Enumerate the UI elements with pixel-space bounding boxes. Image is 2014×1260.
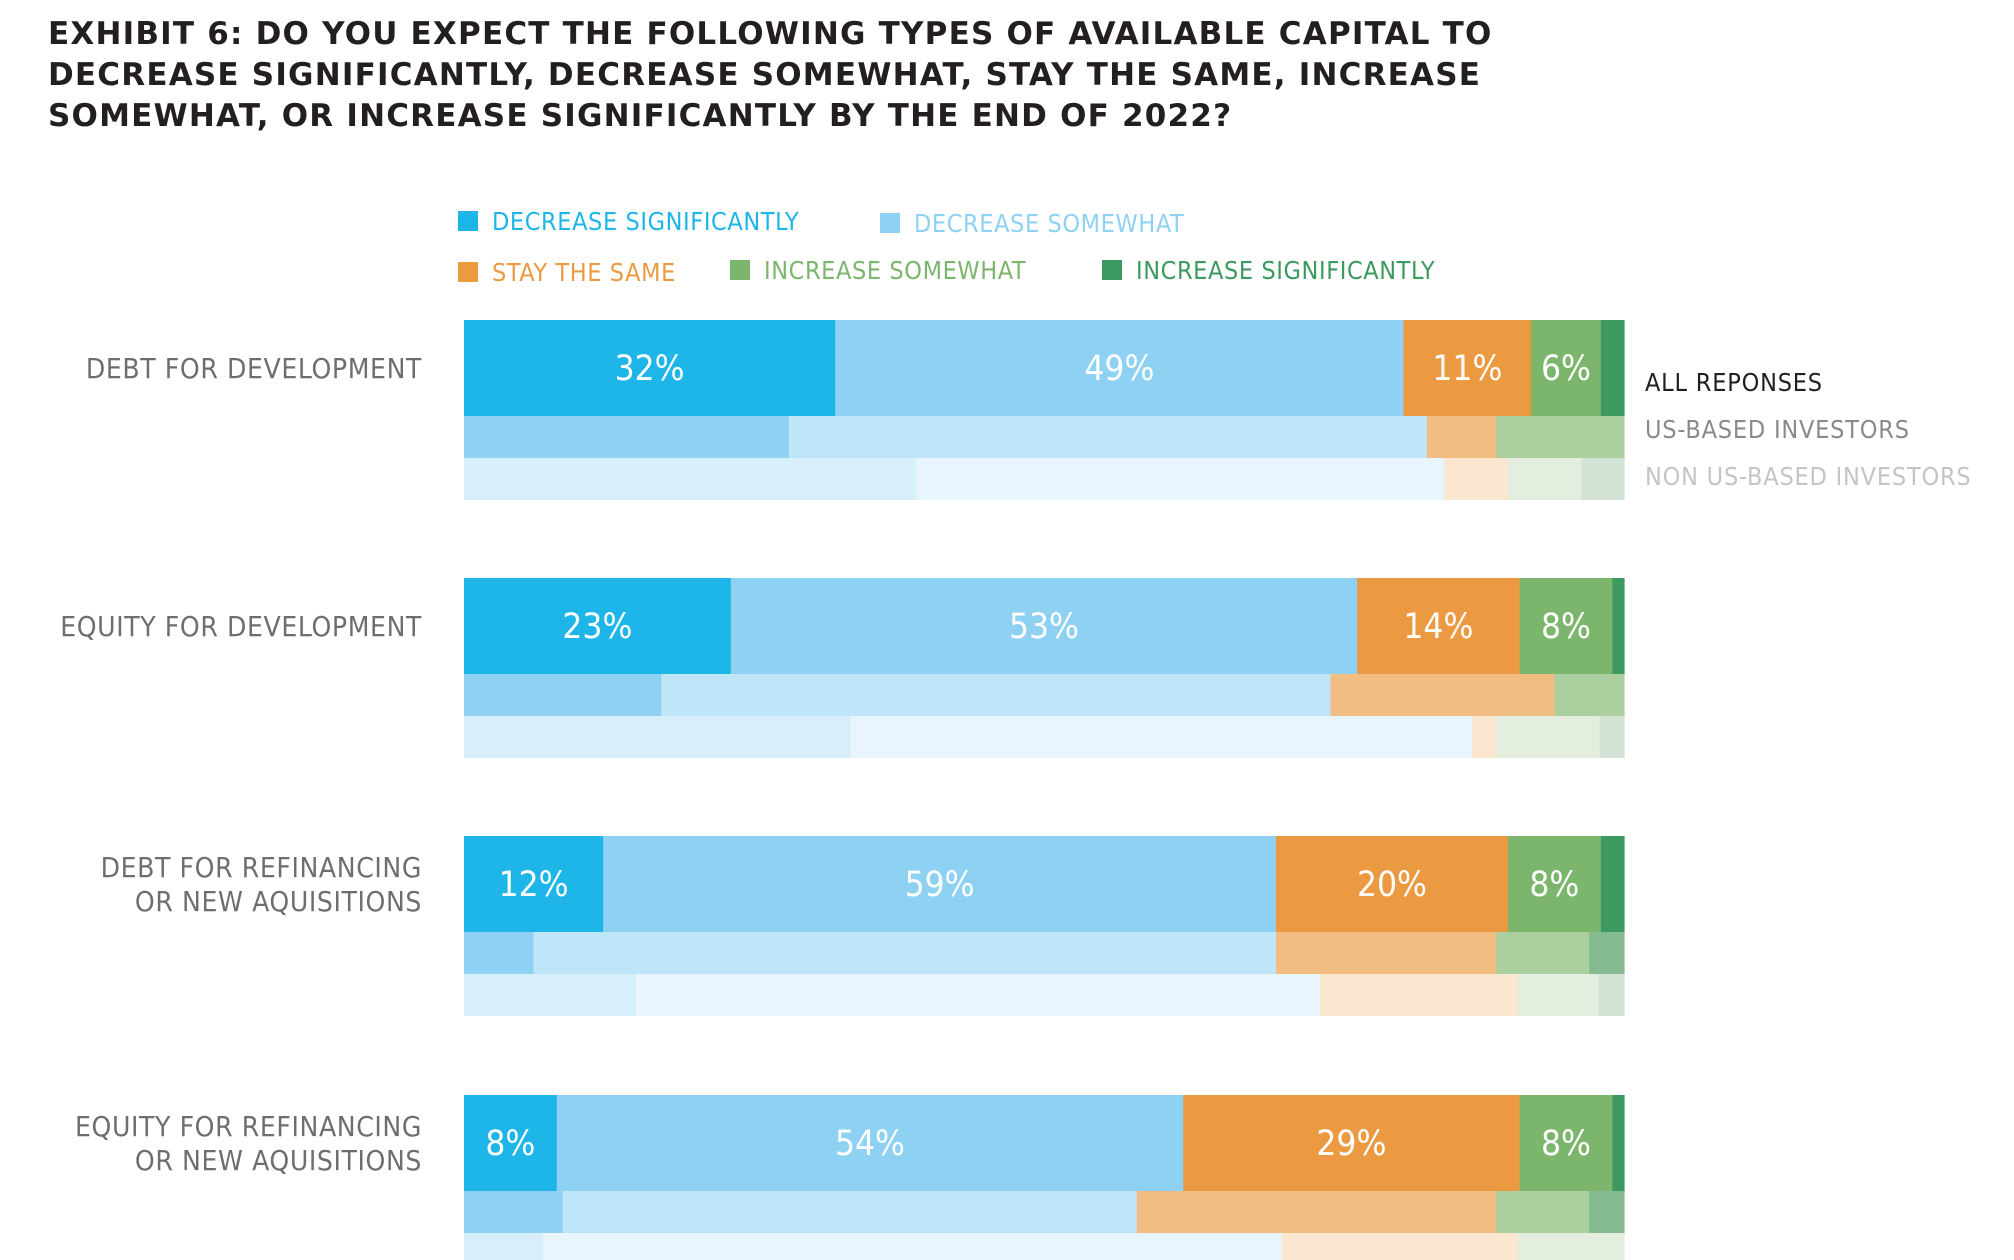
bar-segment-non-us — [1472, 716, 1497, 758]
data-label: 59% — [905, 865, 975, 905]
bar-segment-us — [464, 416, 790, 458]
data-label: 12% — [499, 865, 569, 905]
legend-swatch — [458, 262, 478, 282]
data-label: 8% — [1541, 1124, 1591, 1164]
data-label: 29% — [1316, 1124, 1386, 1164]
category-label: EQUITY FOR REFINANCING — [75, 1110, 422, 1143]
bar-segment-us — [1496, 1191, 1590, 1233]
data-label: 8% — [485, 1124, 535, 1164]
bar-segment-us — [1589, 1191, 1625, 1233]
bar-segment-non-us — [1517, 974, 1600, 1016]
category-label: DEBT FOR REFINANCING — [101, 851, 422, 884]
legend-label: DECREASE SOMEWHAT — [914, 209, 1184, 238]
data-label: 8% — [1541, 607, 1591, 647]
title-line: DECREASE SIGNIFICANTLY, DECREASE SOMEWHA… — [48, 57, 1482, 93]
bar-segment-non-us — [850, 716, 1473, 758]
bar-segment-all — [1508, 836, 1602, 932]
title-line: SOMEWHAT, OR INCREASE SIGNIFICANTLY BY T… — [48, 98, 1233, 134]
bar-segment-all — [464, 578, 732, 674]
category-label: OR NEW AQUISITIONS — [135, 885, 422, 918]
bar-segment-us — [1136, 1191, 1497, 1233]
bar-segment-all — [1612, 1095, 1625, 1191]
bar-segment-non-us — [635, 974, 1321, 1016]
data-label: 53% — [1009, 607, 1079, 647]
bar-segment-all — [556, 1095, 1184, 1191]
legend-label: INCREASE SIGNIFICANTLY — [1136, 256, 1435, 285]
chart-title: EXHIBIT 6: DO YOU EXPECT THE FOLLOWING T… — [48, 14, 1608, 137]
bar-segment-all — [464, 836, 604, 932]
bar-segment-all — [1531, 320, 1602, 416]
bar-segment-non-us — [1281, 1233, 1518, 1260]
bar-segment-non-us — [1508, 458, 1582, 500]
data-label: 8% — [1529, 865, 1579, 905]
data-label: 11% — [1432, 349, 1502, 389]
category-label: EQUITY FOR DEVELOPMENT — [60, 610, 422, 643]
bar-segment-all — [1519, 578, 1613, 674]
category-label: OR NEW AQUISITIONS — [135, 1144, 422, 1177]
bar-segment-all — [835, 320, 1405, 416]
tier-label: US-BASED INVESTORS — [1645, 415, 1910, 444]
data-label: 54% — [835, 1124, 905, 1164]
bar-segment-all — [1612, 578, 1625, 674]
data-label: 20% — [1357, 865, 1427, 905]
bar-segment-us — [788, 416, 1428, 458]
legend-label: STAY THE SAME — [492, 258, 676, 287]
bar-segment-all — [1357, 578, 1521, 674]
legend-label: INCREASE SOMEWHAT — [764, 256, 1026, 285]
tier-label: NON US-BASED INVESTORS — [1645, 462, 1972, 491]
bar-segment-us — [1426, 416, 1497, 458]
bar-segment-non-us — [1496, 716, 1601, 758]
data-label: 23% — [562, 607, 632, 647]
bar-segment-non-us — [1320, 974, 1518, 1016]
bar-segment-us — [464, 674, 662, 716]
legend-swatch — [880, 213, 900, 233]
bar-segment-non-us — [916, 458, 1445, 500]
bar-segment-non-us — [464, 974, 637, 1016]
bar-segment-us — [1496, 932, 1590, 974]
legend-swatch — [458, 211, 478, 231]
tier-label: ALL REPONSES — [1645, 368, 1823, 397]
bar-segment-us — [562, 1191, 1138, 1233]
bar-segment-non-us — [1517, 1233, 1625, 1260]
data-label: 49% — [1084, 349, 1154, 389]
bar-segment-us — [533, 932, 1277, 974]
bar-segment-non-us — [1599, 716, 1625, 758]
bar-segment-non-us — [1598, 974, 1625, 1016]
legend-swatch — [730, 260, 750, 280]
bar-segment-all — [1600, 836, 1625, 932]
bar-segment-us — [1554, 674, 1625, 716]
bar-segment-all — [464, 320, 836, 416]
bar-segment-non-us — [542, 1233, 1283, 1260]
bar-segment-all — [730, 578, 1358, 674]
bar-segment-all — [464, 1095, 558, 1191]
bar-segment-non-us — [464, 458, 917, 500]
data-label: 32% — [615, 349, 685, 389]
legend-label: DECREASE SIGNIFICANTLY — [492, 207, 799, 236]
bar-segment-us — [464, 932, 535, 974]
bar-segment-us — [464, 1191, 564, 1233]
bar-segment-us — [1276, 932, 1497, 974]
bar-segment-all — [1403, 320, 1532, 416]
bar-segment-all — [1183, 1095, 1521, 1191]
title-line: EXHIBIT 6: DO YOU EXPECT THE FOLLOWING T… — [48, 16, 1493, 52]
bar-segment-us — [1330, 674, 1555, 716]
bar-segment-all — [603, 836, 1277, 932]
category-label: DEBT FOR DEVELOPMENT — [86, 352, 422, 385]
bar-segment-all — [1276, 836, 1509, 932]
bar-segment-us — [661, 674, 1332, 716]
legend-swatch — [1102, 260, 1122, 280]
bar-segment-all — [1519, 1095, 1613, 1191]
data-label: 14% — [1403, 607, 1473, 647]
bar-segment-us — [1589, 932, 1625, 974]
bar-segment-non-us — [1444, 458, 1509, 500]
data-label: 6% — [1541, 349, 1591, 389]
bar-segment-all — [1600, 320, 1625, 416]
bar-segment-non-us — [1581, 458, 1625, 500]
bar-segment-non-us — [464, 716, 851, 758]
bar-segment-us — [1496, 416, 1625, 458]
bar-segment-non-us — [464, 1233, 544, 1260]
